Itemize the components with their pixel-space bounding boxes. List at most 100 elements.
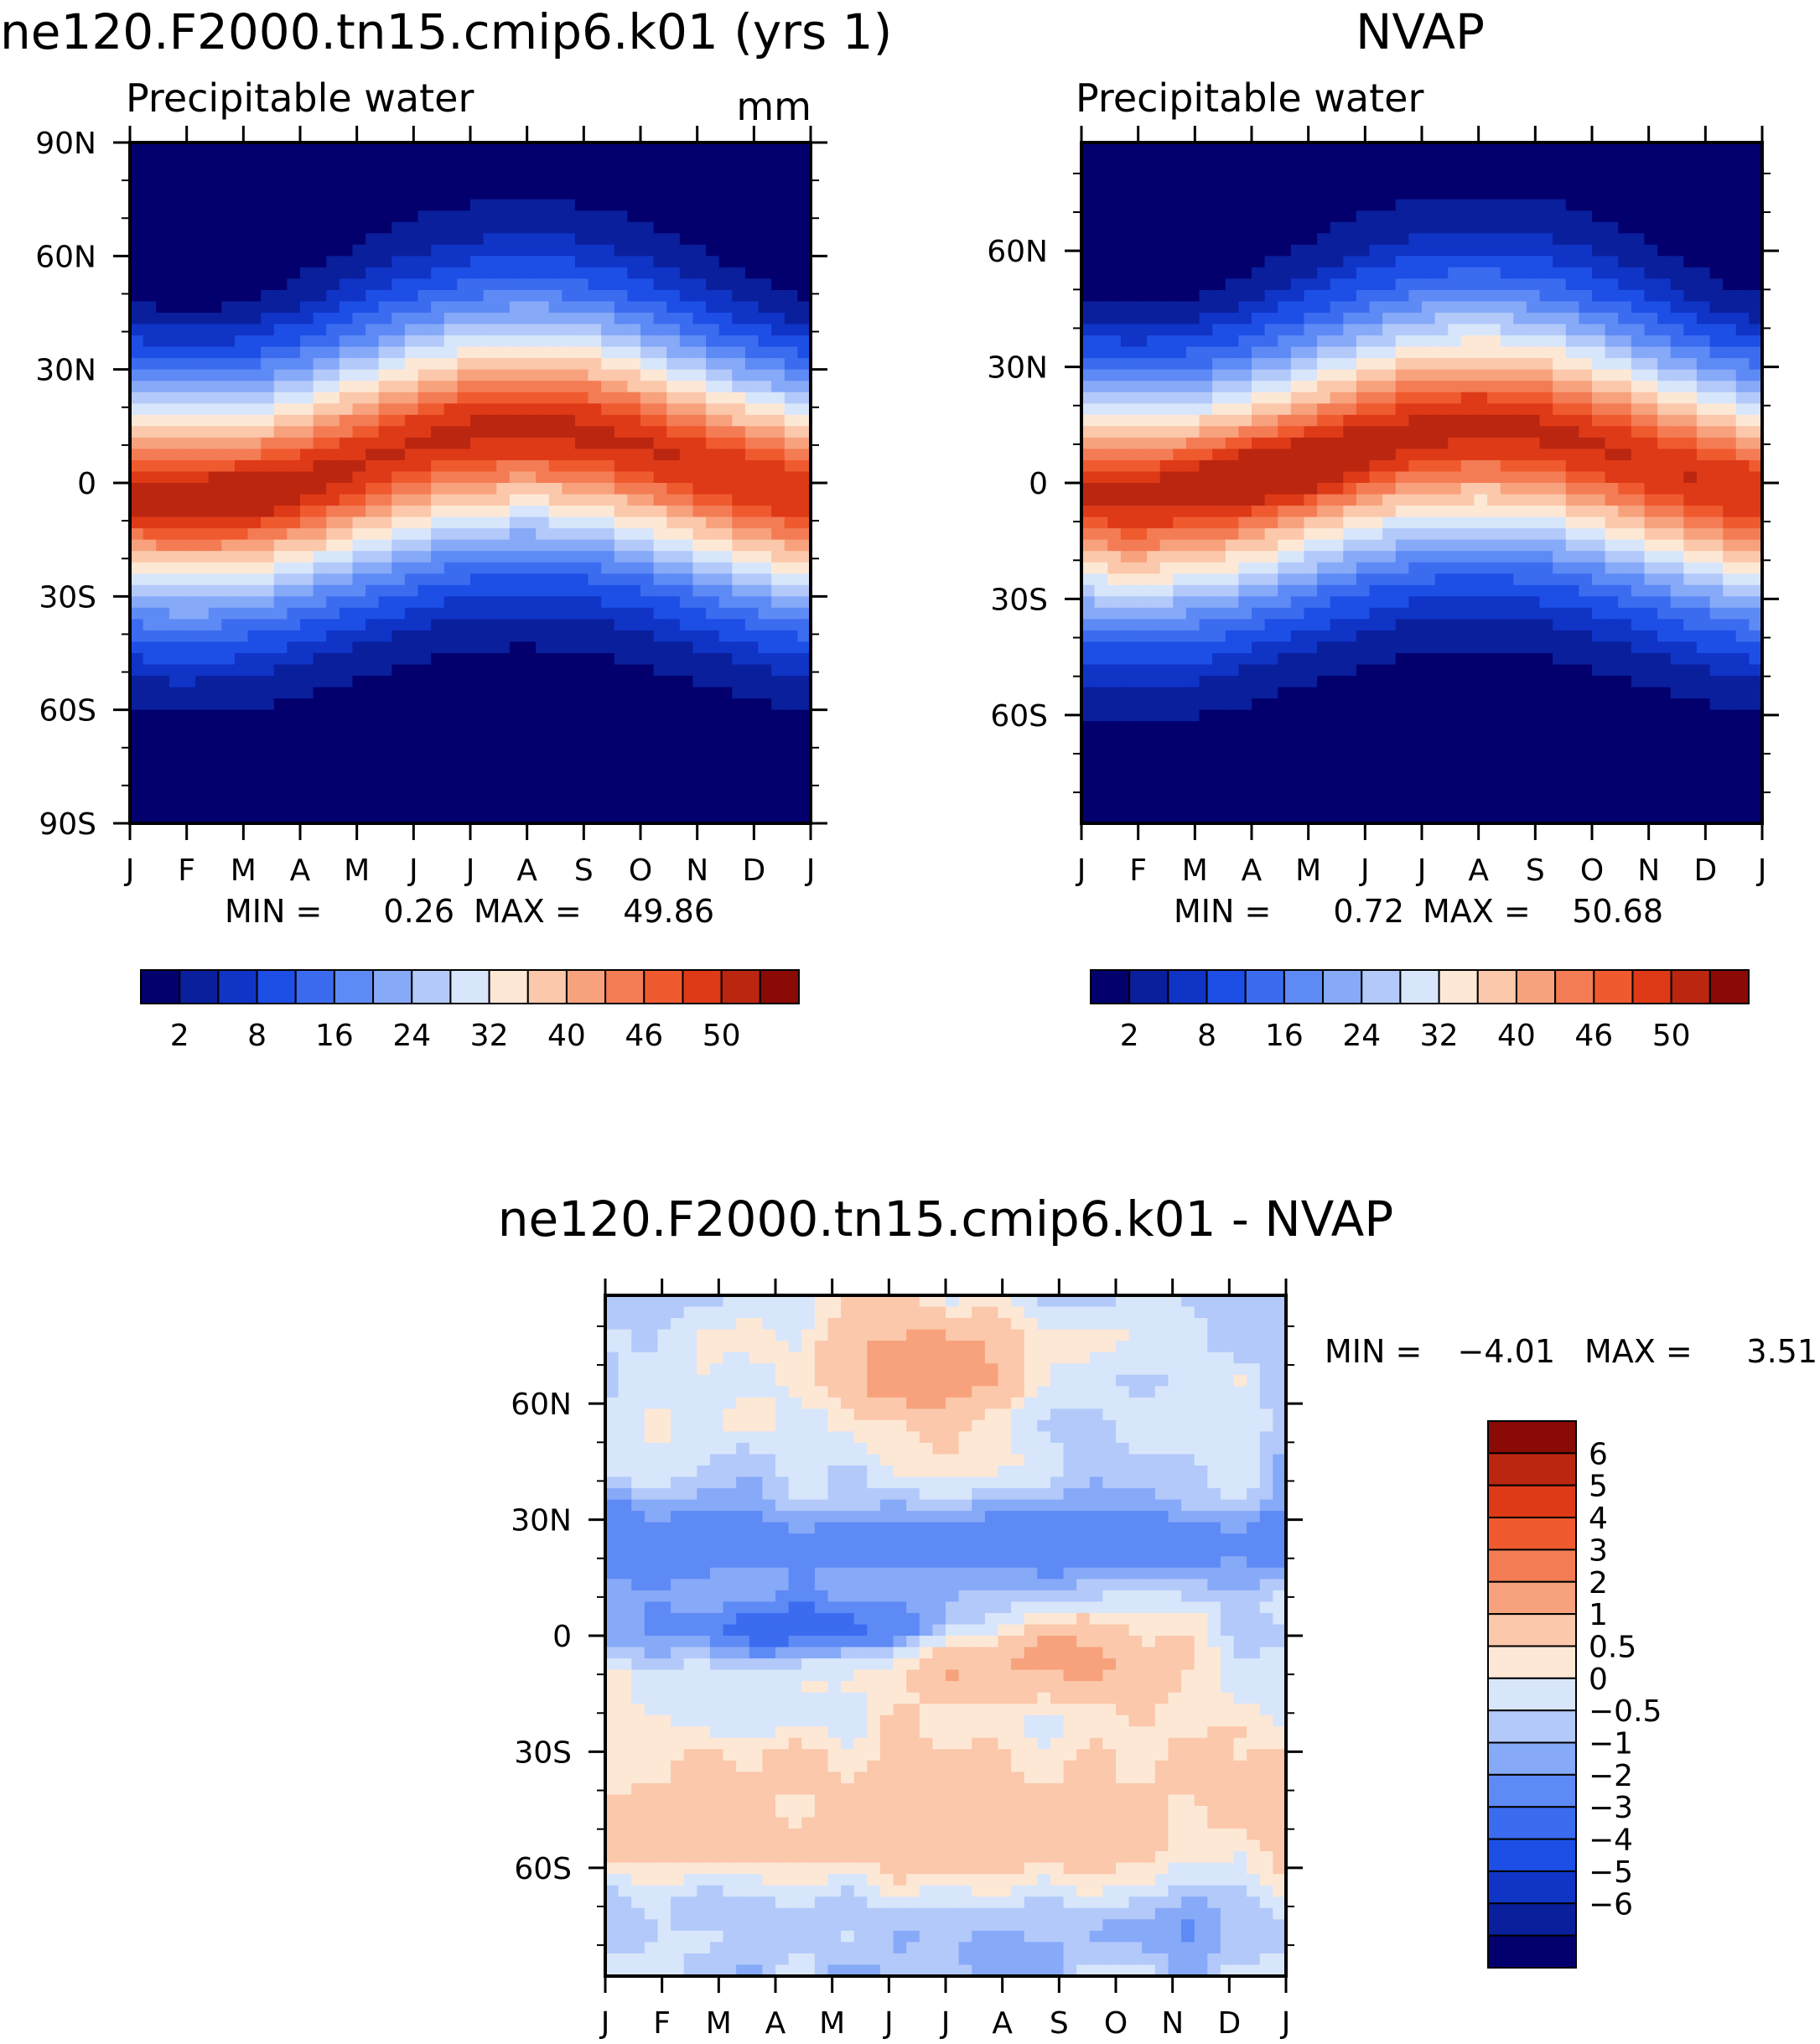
heatmap-cell bbox=[1252, 244, 1266, 257]
heatmap-cell bbox=[391, 687, 406, 699]
heatmap-cell bbox=[548, 369, 563, 381]
heatmap-cell bbox=[130, 698, 144, 711]
heatmap-cell bbox=[1120, 176, 1135, 189]
heatmap-cell bbox=[732, 789, 746, 802]
heatmap-cell bbox=[614, 494, 628, 506]
heatmap-cell bbox=[1618, 449, 1632, 461]
heatmap-cell bbox=[313, 278, 327, 291]
heatmap-cell bbox=[1107, 414, 1122, 427]
heatmap-cell bbox=[391, 369, 406, 381]
heatmap-cell bbox=[1723, 313, 1737, 325]
heatmap-cell bbox=[417, 199, 432, 211]
heatmap-cell bbox=[1094, 256, 1108, 268]
heatmap-cell bbox=[536, 437, 550, 449]
heatmap-cell bbox=[1290, 267, 1305, 279]
heatmap-cell bbox=[1696, 289, 1711, 303]
heatmap-cell bbox=[457, 346, 471, 359]
heatmap-cell bbox=[483, 789, 497, 802]
heatmap-cell bbox=[1107, 459, 1122, 473]
heatmap-cell bbox=[143, 709, 157, 722]
heatmap-cell bbox=[692, 619, 707, 631]
heatmap-cell bbox=[574, 335, 589, 348]
heatmap-cell bbox=[784, 630, 798, 643]
heatmap-cell bbox=[562, 483, 576, 495]
heatmap-cell bbox=[679, 221, 694, 234]
heatmap-cell bbox=[470, 256, 485, 268]
heatmap-cell bbox=[1212, 188, 1226, 200]
heatmap-cell bbox=[273, 449, 288, 461]
heatmap-cell bbox=[247, 653, 262, 666]
heatmap-cell bbox=[522, 777, 537, 790]
heatmap-cell bbox=[339, 358, 354, 371]
heatmap-cell bbox=[1081, 143, 1096, 155]
heatmap-cell bbox=[758, 709, 772, 722]
heatmap-cell bbox=[574, 437, 589, 449]
heatmap-cell bbox=[470, 573, 485, 586]
heatmap-cell bbox=[1553, 414, 1567, 427]
heatmap-cell bbox=[326, 199, 340, 211]
heatmap-cell bbox=[614, 539, 628, 552]
heatmap-cell bbox=[640, 256, 655, 268]
heatmap-cell bbox=[404, 449, 419, 461]
heatmap-cell bbox=[653, 313, 667, 325]
heatmap-cell bbox=[562, 392, 576, 404]
heatmap-cell bbox=[797, 789, 811, 802]
heatmap-cell bbox=[143, 335, 157, 348]
heatmap-cell bbox=[1539, 483, 1553, 495]
heatmap-cell bbox=[431, 437, 445, 449]
heatmap-cell bbox=[666, 244, 681, 257]
heatmap-cell bbox=[692, 676, 707, 688]
heatmap-cell bbox=[640, 573, 655, 586]
heatmap-cell bbox=[247, 176, 262, 189]
heatmap-cell bbox=[273, 256, 288, 268]
heatmap-cell bbox=[1448, 301, 1462, 314]
heatmap-cell bbox=[653, 199, 667, 211]
heatmap-cell bbox=[627, 176, 641, 189]
heatmap-cell bbox=[287, 483, 301, 495]
heatmap-cell bbox=[1343, 313, 1357, 325]
heatmap-cell bbox=[417, 301, 432, 314]
heatmap-cell bbox=[679, 278, 694, 291]
heatmap-cell bbox=[352, 188, 366, 200]
heatmap-cell bbox=[431, 289, 445, 303]
heatmap-cell bbox=[156, 766, 170, 779]
heatmap-cell bbox=[339, 381, 354, 393]
heatmap-cell bbox=[457, 459, 471, 473]
heatmap-cell bbox=[195, 153, 210, 166]
heatmap-cell bbox=[483, 256, 497, 268]
heatmap-cell bbox=[195, 516, 210, 529]
heatmap-cell bbox=[732, 301, 746, 314]
heatmap-cell bbox=[1735, 221, 1750, 234]
heatmap-cell bbox=[1356, 278, 1371, 291]
heatmap-cell bbox=[1133, 358, 1148, 371]
heatmap-cell bbox=[208, 414, 222, 427]
heatmap-cell bbox=[1579, 176, 1593, 189]
heatmap-cell bbox=[326, 653, 340, 666]
heatmap-cell bbox=[758, 244, 772, 257]
heatmap-cell bbox=[797, 812, 811, 824]
heatmap-cell bbox=[679, 596, 694, 609]
heatmap-cell bbox=[300, 188, 314, 200]
heatmap-cell bbox=[588, 494, 602, 506]
heatmap-cell bbox=[1225, 176, 1239, 189]
heatmap-cell bbox=[483, 777, 497, 790]
heatmap-cell bbox=[352, 630, 366, 643]
heatmap-cell bbox=[1526, 437, 1541, 449]
heatmap-cell bbox=[1618, 369, 1632, 381]
heatmap-cell bbox=[300, 812, 314, 824]
heatmap-cell bbox=[483, 698, 497, 711]
heatmap-cell bbox=[156, 403, 170, 416]
heatmap-cell bbox=[1147, 414, 1161, 427]
heatmap-cell bbox=[627, 267, 641, 279]
heatmap-cell bbox=[522, 153, 537, 166]
heatmap-cell bbox=[1448, 381, 1462, 393]
heatmap-cell bbox=[1500, 176, 1514, 189]
heatmap-cell bbox=[417, 653, 432, 666]
heatmap-cell bbox=[391, 698, 406, 711]
heatmap-cell bbox=[182, 459, 196, 473]
heatmap-cell bbox=[1173, 459, 1187, 473]
heatmap-cell bbox=[1264, 369, 1278, 381]
heatmap-cell bbox=[706, 369, 720, 381]
heatmap-cell bbox=[195, 176, 210, 189]
heatmap-cell bbox=[771, 584, 786, 597]
